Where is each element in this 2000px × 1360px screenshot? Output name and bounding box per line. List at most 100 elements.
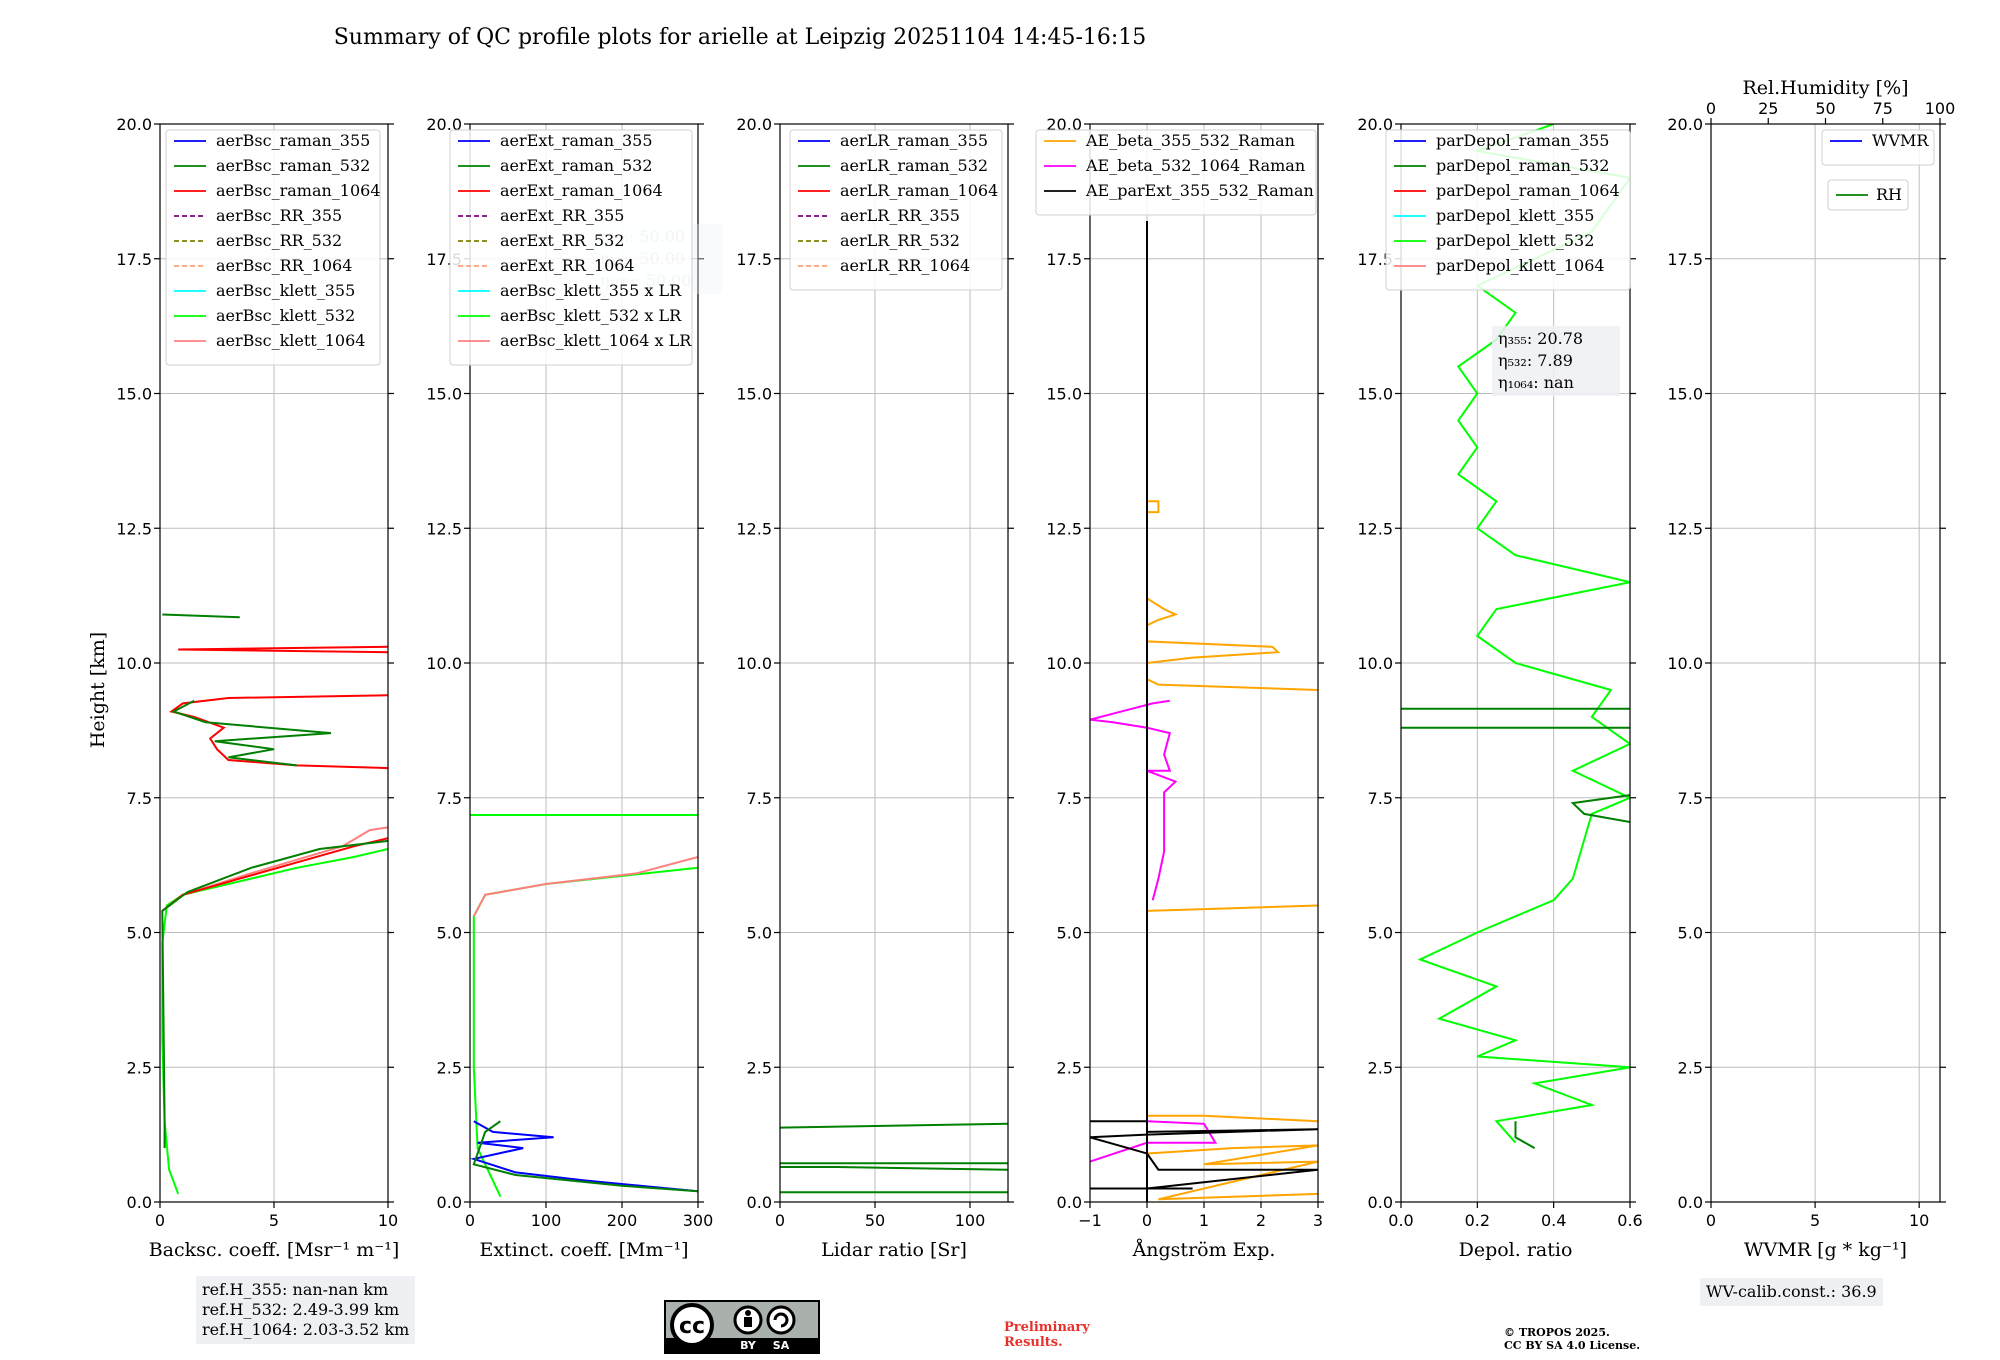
- y-tick-label: 15.0: [1046, 385, 1082, 404]
- legend-entry: aerBsc_RR_532: [216, 231, 342, 250]
- backscatter-panel: 0.0 2.5 5.0 7.5 10.0 12.5 15.0 17.5 20.0 0 5 10 Back…: [116, 115, 399, 1261]
- x-tick-label: 0: [775, 1211, 785, 1230]
- y-tick-label: 10.0: [116, 654, 152, 673]
- x-tick-label: 10: [378, 1211, 398, 1230]
- wv-calib-box: WV-calib.const.: 36.9: [1700, 1278, 1883, 1306]
- cc-license-badge: cc BY SA: [664, 1300, 820, 1354]
- legend-entry: RH: [1876, 185, 1902, 204]
- legend: parDepol_raman_355 parDepol_raman_532 parD…: [1385, 129, 1631, 291]
- x-axis-label: Backsc. coeff. [Msr⁻¹ m⁻¹]: [149, 1239, 400, 1261]
- y-axis-label: Height [km]: [87, 632, 109, 748]
- y-tick-label: 12.5: [736, 519, 772, 538]
- sa-label: SA: [773, 1339, 790, 1352]
- legend-entry: parDepol_raman_355: [1436, 131, 1609, 150]
- y-tick-label: 5.0: [1057, 924, 1082, 943]
- y-tick-label: 0.0: [1057, 1193, 1082, 1212]
- series-line: [161, 839, 388, 1149]
- cc-icon: [670, 1303, 714, 1347]
- legend-entry: aerBsc_raman_1064: [216, 181, 381, 200]
- y-tick-label: 17.5: [1667, 250, 1703, 269]
- cc-text: cc: [679, 1314, 705, 1339]
- y-tick-label: 10.0: [426, 654, 462, 673]
- x-tick-label: 0: [1706, 1211, 1716, 1230]
- lidar-ratio-panel: 0.0 2.5 5.0 7.5 10.0 12.5 15.0 17.5 20.0 0 50 100 Li…: [736, 115, 1014, 1261]
- rh-tick-label: 75: [1873, 99, 1893, 118]
- y-tick-label: 2.5: [437, 1058, 462, 1077]
- figure-title: Summary of QC profile plots for arielle …: [334, 25, 1147, 50]
- x-axis-label: Ångström Exp.: [1132, 1239, 1276, 1261]
- legend-entry: aerBsc_raman_532: [216, 156, 370, 175]
- ref-height-532: ref.H_532: 2.49-3.99 km: [202, 1300, 400, 1319]
- legend-entry: aerBsc_klett_355 x LR: [500, 281, 682, 300]
- y-tick-label: 17.5: [1046, 250, 1082, 269]
- legend-entry: aerLR_RR_355: [840, 206, 960, 225]
- x-axis-label: Depol. ratio: [1459, 1239, 1573, 1261]
- x-tick-label: 100: [955, 1211, 986, 1230]
- copyright-note: © TROPOS 2025. CC BY SA 4.0 License.: [1504, 1326, 1640, 1352]
- series-line: [1570, 794, 1630, 823]
- legend: AE_beta_355_532_Raman AE_beta_532_1064_Ra…: [1035, 129, 1317, 216]
- y-tick-label: 7.5: [1368, 789, 1393, 808]
- y-tick-label: 0.0: [437, 1193, 462, 1212]
- series-line: [472, 856, 698, 917]
- x-tick-label: 5: [269, 1211, 279, 1230]
- preliminary-note: Preliminary Results.: [1004, 1320, 1090, 1350]
- rh-axis-label: Rel.Humidity [%]: [1742, 77, 1908, 99]
- legend-entry: parDepol_klett_1064: [1436, 256, 1605, 275]
- ref-height-1064: ref.H_1064: 2.03-3.52 km: [202, 1320, 410, 1339]
- x-tick-label: 3: [1313, 1211, 1323, 1230]
- y-tick-label: 12.5: [426, 519, 462, 538]
- legend-entry: aerExt_RR_1064: [500, 256, 635, 275]
- sa-icon: [766, 1305, 796, 1335]
- y-tick-label: 12.5: [1667, 519, 1703, 538]
- ref-height-355: ref.H_355: nan-nan km: [202, 1280, 389, 1299]
- y-tick-label: 12.5: [1046, 519, 1082, 538]
- y-tick-label: 0.0: [747, 1193, 772, 1212]
- y-tick-label: 12.5: [116, 519, 152, 538]
- x-tick-label: 0: [1142, 1211, 1152, 1230]
- legend-entry: aerLR_raman_1064: [840, 181, 998, 200]
- x-tick-label: 0.2: [1465, 1211, 1490, 1230]
- series-line: [161, 848, 388, 1195]
- rh-tick-label: 0: [1706, 99, 1716, 118]
- y-tick-label: 15.0: [1667, 385, 1703, 404]
- y-tick-label: 20.0: [426, 115, 462, 134]
- y-tick-label: 7.5: [1678, 789, 1703, 808]
- ref-height-box: ref.H_355: nan-nan km ref.H_532: 2.49-3.…: [196, 1276, 416, 1344]
- legend-entry: aerExt_RR_355: [500, 206, 624, 225]
- legend-entry: aerExt_raman_355: [500, 131, 653, 150]
- series-line: [1146, 1114, 1318, 1201]
- y-tick-label: 5.0: [747, 924, 772, 943]
- legend: aerLR_raman_355 aerLR_raman_532 aerLR_rama…: [789, 129, 1003, 291]
- legend-entry: aerLR_raman_532: [840, 156, 988, 175]
- x-tick-label: −1: [1078, 1211, 1102, 1230]
- series-line: [780, 1166, 1008, 1171]
- y-tick-label: 5.0: [1678, 924, 1703, 943]
- y-tick-label: 0.0: [1368, 1193, 1393, 1212]
- extinction-panel: 0.02.55.07.510.012.515.017.520.00 100 200 3…: [426, 115, 722, 1261]
- legend-entry: AE_parExt_355_532_Raman: [1085, 181, 1314, 200]
- depol-panel: 0.0 2.5 5.0 7.5 10.0 12.5 15.0 17.5 20.0 0.0 0.2 0.…: [1357, 115, 1642, 1261]
- y-tick-label: 15.0: [736, 385, 772, 404]
- x-tick-label: 300: [683, 1211, 714, 1230]
- y-tick-label: 2.5: [1368, 1058, 1393, 1077]
- series-line: [470, 1120, 698, 1193]
- y-tick-label: 15.0: [426, 385, 462, 404]
- wvmr-panel: 0.02.55.07.510.012.515.017.520.00 5 10WVMR…: [1667, 77, 1955, 1261]
- by-label: BY: [740, 1339, 757, 1352]
- y-tick-label: 10.0: [736, 654, 772, 673]
- rh-tick-label: 50: [1815, 99, 1835, 118]
- series-line: [472, 866, 698, 1198]
- legend-entry: AE_beta_532_1064_Raman: [1085, 156, 1305, 175]
- y-tick-label: 7.5: [127, 789, 152, 808]
- legend-entry: parDepol_klett_532: [1436, 231, 1594, 250]
- legend-entry: aerLR_RR_532: [840, 231, 960, 250]
- angstrom-panel: 0.0 2.5 5.0 7.5 10.0 12.5 15.0 17.5 20.0 −1 0 1 2 3 Ån…: [1035, 115, 1324, 1261]
- y-tick-label: 10.0: [1357, 654, 1393, 673]
- x-axis-label: Lidar ratio [Sr]: [821, 1239, 967, 1261]
- legend-entry: parDepol_raman_532: [1436, 156, 1609, 175]
- y-tick-label: 0.0: [1678, 1193, 1703, 1212]
- y-tick-label: 15.0: [1357, 385, 1393, 404]
- x-tick-label: 10: [1909, 1211, 1929, 1230]
